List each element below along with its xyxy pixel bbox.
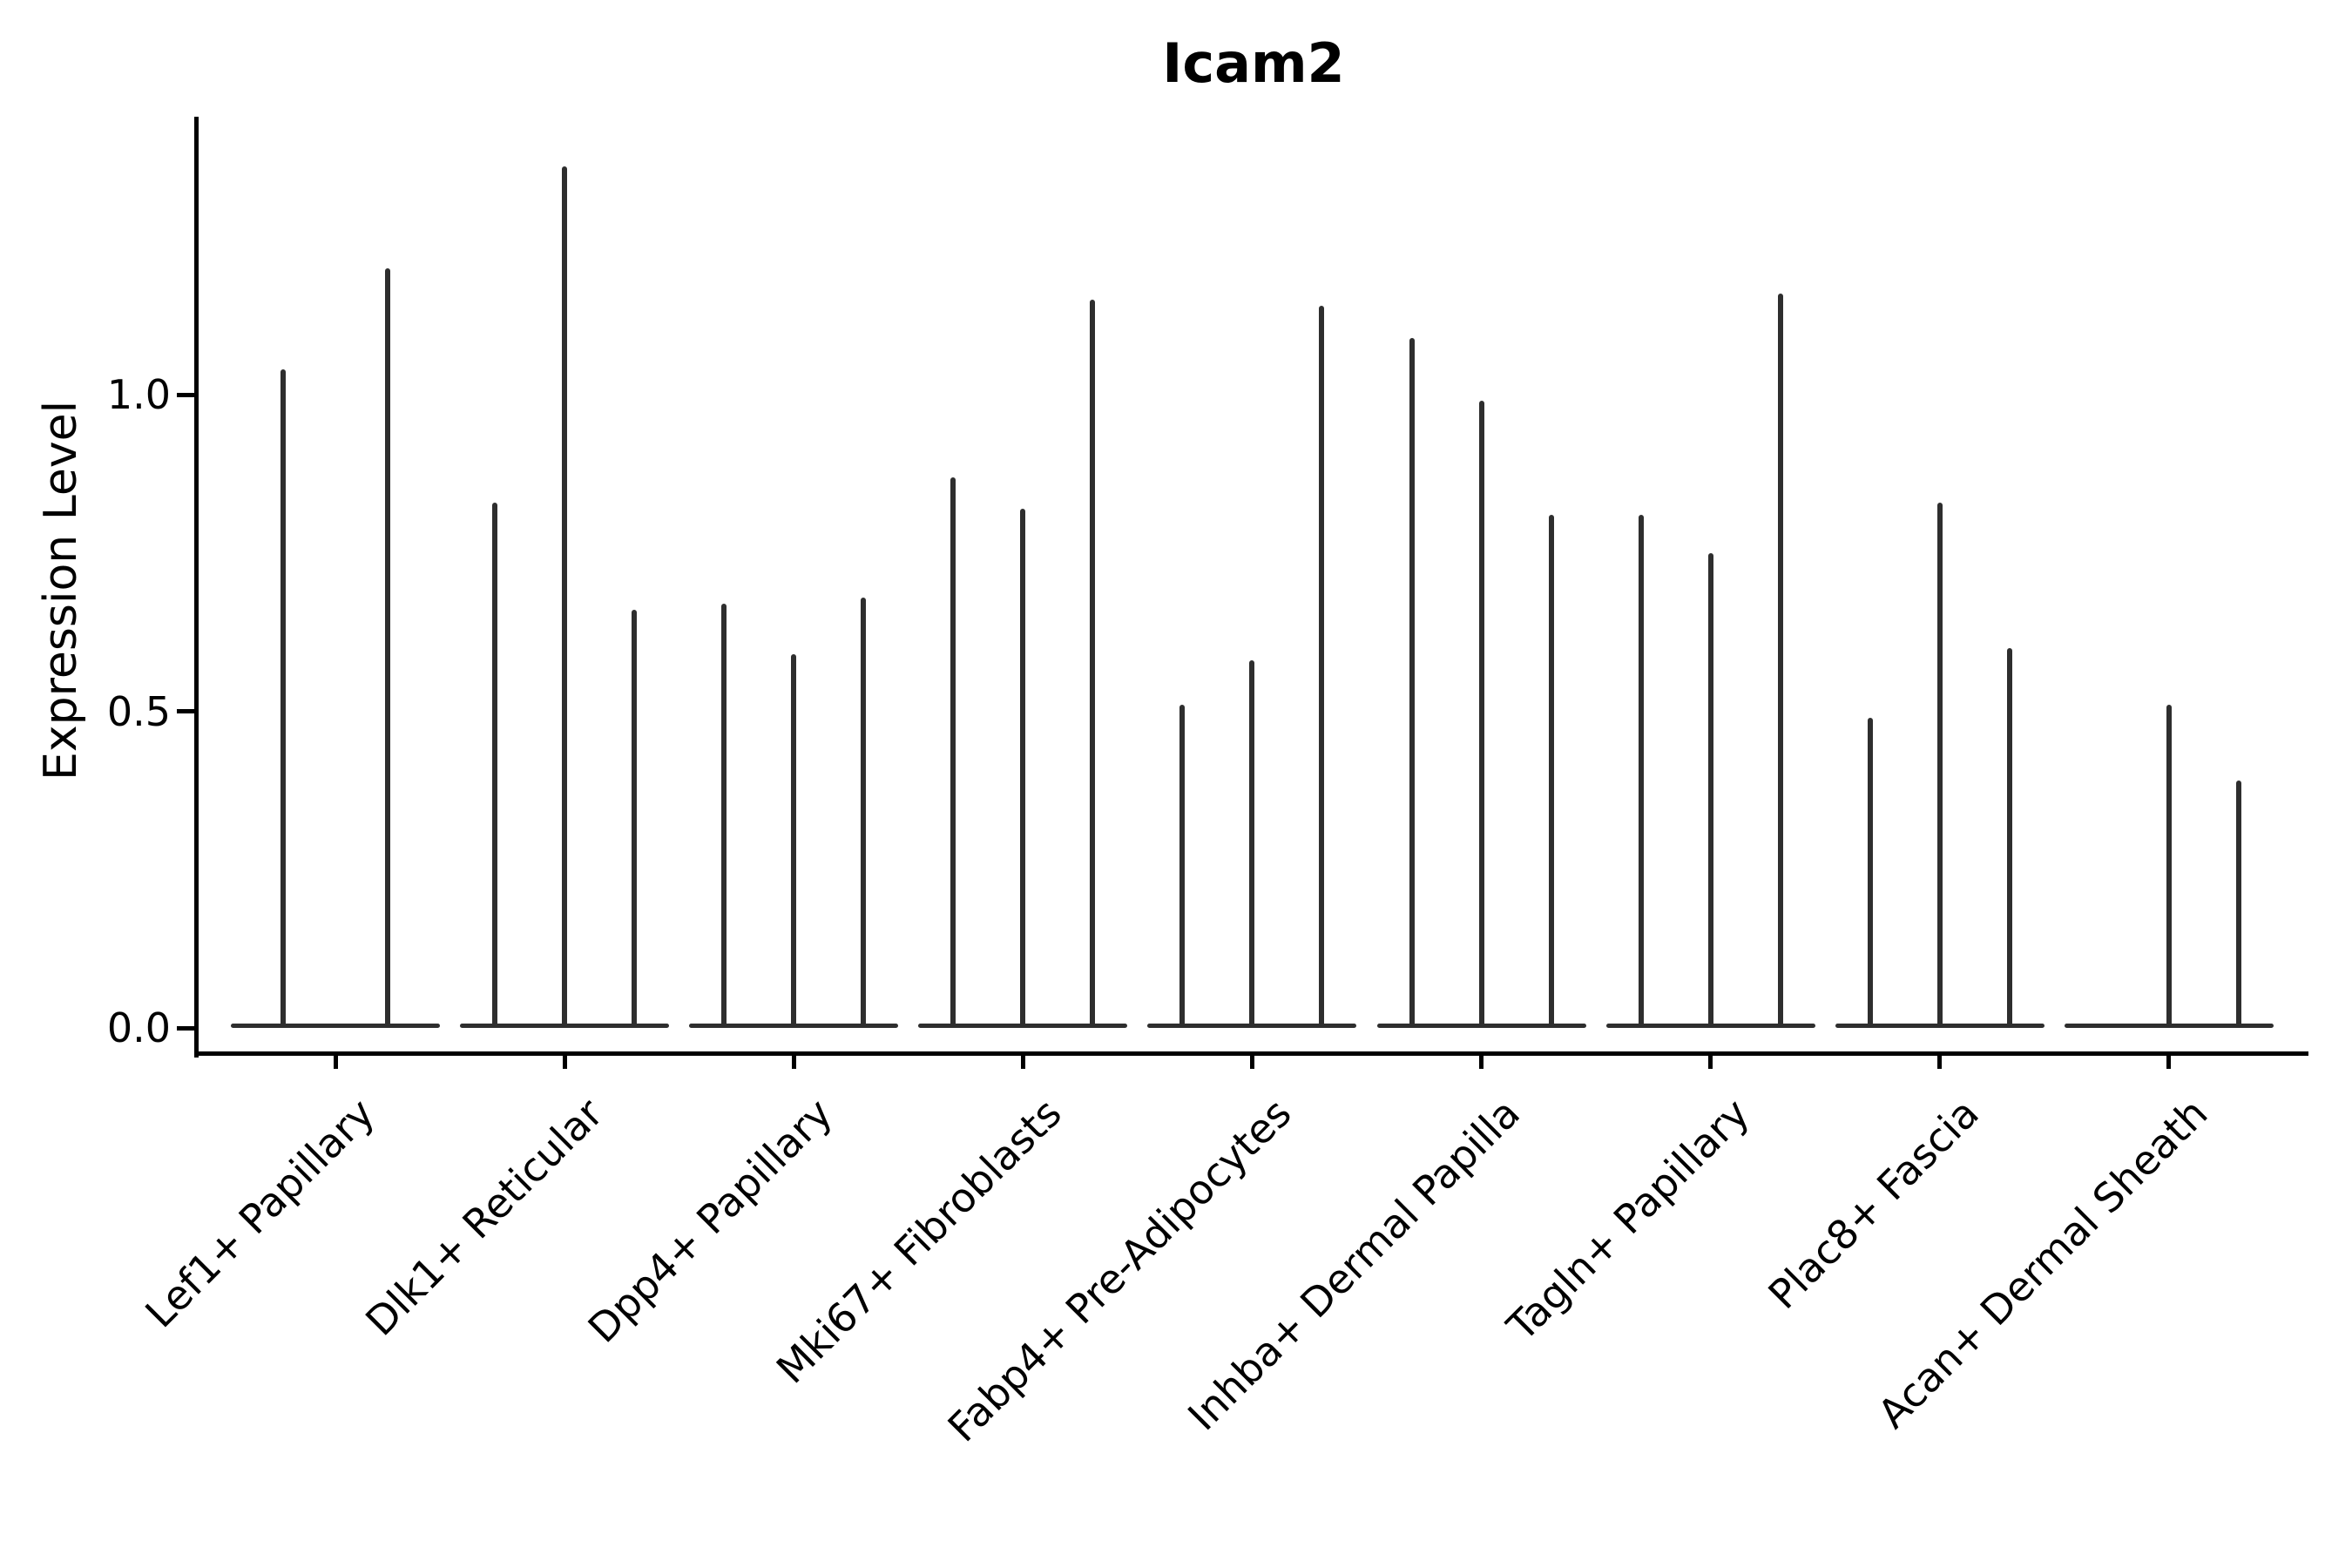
x-axis-spine xyxy=(194,1051,2308,1056)
x-tick xyxy=(2166,1056,2172,1069)
violin-spike xyxy=(1638,515,1644,1028)
violin-spike xyxy=(1319,306,1325,1028)
violin-spike xyxy=(2166,705,2172,1028)
x-tick xyxy=(562,1056,567,1069)
violin-baseline xyxy=(231,1024,440,1028)
violin-group xyxy=(231,117,440,1053)
violin-spike xyxy=(1409,337,1415,1028)
violin-spike xyxy=(2006,647,2012,1028)
violin-spike xyxy=(1707,552,1713,1028)
x-tick xyxy=(1249,1056,1254,1069)
violin-spike xyxy=(1090,299,1096,1028)
x-tick-label: Lef1+ Papillary xyxy=(135,1089,383,1337)
violin-spike xyxy=(2235,781,2241,1028)
x-tick xyxy=(1937,1056,1943,1069)
y-axis-spine xyxy=(194,117,199,1058)
violin-spike xyxy=(280,368,286,1028)
violin-spike xyxy=(1478,401,1484,1028)
violin-spike xyxy=(1936,502,1943,1028)
violin-spike xyxy=(721,603,727,1028)
violin-spike xyxy=(950,476,956,1028)
violin-spike xyxy=(1548,515,1554,1028)
x-tick-label: Dlk1+ Reticular xyxy=(356,1089,612,1345)
x-tick xyxy=(791,1056,796,1069)
x-tick xyxy=(1708,1056,1713,1069)
x-tick xyxy=(1020,1056,1025,1069)
violin-spike xyxy=(861,597,867,1028)
violin-spike xyxy=(1020,508,1026,1028)
violin-spike xyxy=(562,166,568,1028)
violin-spike xyxy=(1867,717,1873,1028)
x-tick xyxy=(333,1056,338,1069)
violin-spike xyxy=(1179,705,1186,1028)
violin-spike xyxy=(791,654,797,1028)
y-tick-label: 1.0 xyxy=(106,371,171,418)
y-tick xyxy=(177,1025,194,1031)
y-tick xyxy=(177,709,194,713)
violin-spike xyxy=(385,267,390,1028)
x-tick-label: Plac8+ Fascia xyxy=(1759,1089,1988,1318)
x-tick-label: Dpp4+ Papillary xyxy=(578,1089,841,1352)
y-tick-label: 0.5 xyxy=(106,687,171,735)
chart-title: Icam2 xyxy=(1162,31,1345,95)
y-tick xyxy=(177,392,194,397)
violin-spike xyxy=(632,610,638,1028)
violin-spike xyxy=(492,502,498,1028)
x-tick-label: Tagln+ Papillary xyxy=(1497,1089,1759,1350)
y-tick-label: 0.0 xyxy=(106,1004,171,1051)
violin-spike xyxy=(1777,293,1783,1028)
x-tick xyxy=(1479,1056,1484,1069)
violin-spike xyxy=(1249,660,1255,1028)
